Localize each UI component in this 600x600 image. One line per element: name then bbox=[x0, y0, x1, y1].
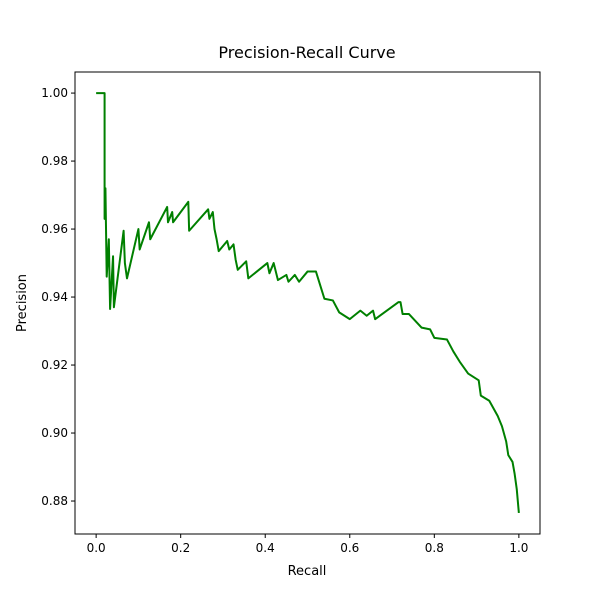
pr-curve bbox=[96, 92, 520, 514]
y-tick-label: 0.96 bbox=[41, 222, 68, 236]
y-tick-label: 0.92 bbox=[41, 358, 68, 372]
y-axis-label: Precision bbox=[15, 274, 30, 332]
x-axis-label: Recall bbox=[288, 564, 327, 579]
plot-frame bbox=[74, 71, 541, 535]
x-tick-label: 1.0 bbox=[509, 541, 528, 555]
y-tick-label: 0.94 bbox=[41, 290, 68, 304]
y-tick-label: 0.90 bbox=[41, 426, 68, 440]
y-tick-label: 0.88 bbox=[41, 494, 68, 508]
chart-title: Precision-Recall Curve bbox=[218, 43, 395, 62]
x-tick-label: 0.2 bbox=[171, 541, 190, 555]
x-tick-label: 0.0 bbox=[87, 541, 106, 555]
y-tick-label: 1.00 bbox=[41, 86, 68, 100]
x-tick-label: 0.8 bbox=[425, 541, 444, 555]
y-tick-label: 0.98 bbox=[41, 154, 68, 168]
x-tick-label: 0.4 bbox=[256, 541, 275, 555]
x-tick-label: 0.6 bbox=[340, 541, 359, 555]
